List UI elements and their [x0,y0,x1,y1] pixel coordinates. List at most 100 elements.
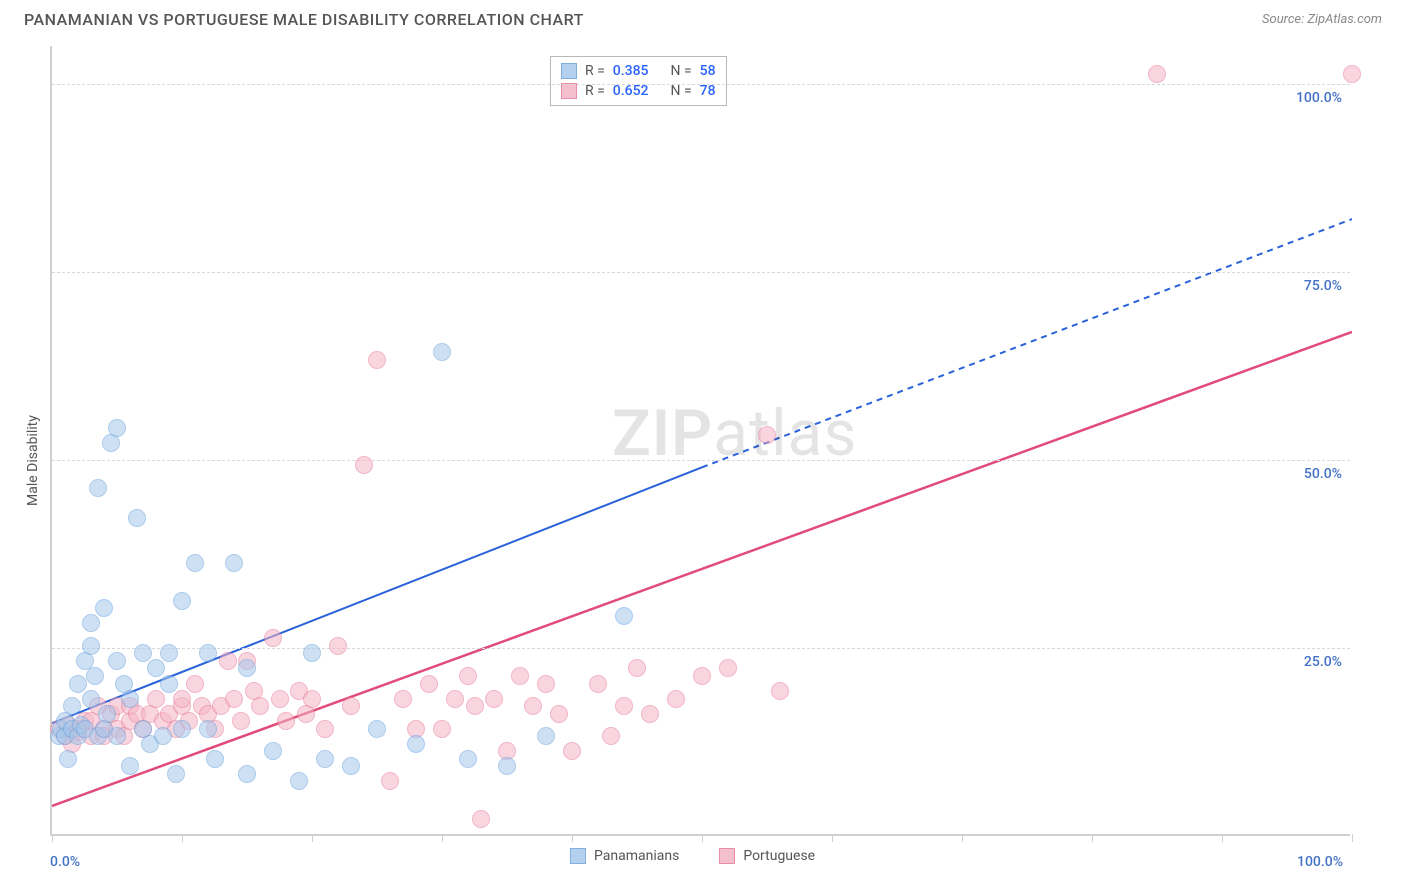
data-point-panamanians [98,705,116,723]
legend-label-portuguese: Portuguese [743,848,815,864]
data-point-panamanians [128,509,146,527]
n-value-panamanians: 58 [700,63,716,79]
data-point-panamanians [368,720,386,738]
data-point-panamanians [167,765,185,783]
data-point-portuguese [466,697,484,715]
data-point-portuguese [446,690,464,708]
data-point-portuguese [271,690,289,708]
data-point-portuguese [186,675,204,693]
data-point-portuguese [368,351,386,369]
data-point-panamanians [108,652,126,670]
data-point-portuguese [771,682,789,700]
data-point-portuguese [264,629,282,647]
r-label: R = [585,83,605,99]
x-tick [572,834,573,842]
data-point-panamanians [121,690,139,708]
x-tick [702,834,703,842]
legend-label-panamanians: Panamanians [594,848,679,864]
data-point-panamanians [173,720,191,738]
swatch-icon [561,63,577,79]
data-point-portuguese [303,690,321,708]
y-tick-label: 50.0% [1304,466,1342,482]
data-point-portuguese [550,705,568,723]
n-label: N = [671,63,692,79]
data-point-portuguese [472,810,490,828]
data-point-portuguese [615,697,633,715]
n-label: N = [671,83,692,99]
data-point-panamanians [63,697,81,715]
x-tick [312,834,313,842]
y-tick-label: 100.0% [1296,90,1342,106]
data-point-portuguese [563,742,581,760]
data-point-portuguese [1148,65,1166,83]
x-tick [832,834,833,842]
data-point-portuguese [225,690,243,708]
x-tick-label: 100.0% [1297,854,1343,870]
chart-title: PANAMANIAN VS PORTUGUESE MALE DISABILITY… [24,10,584,29]
data-point-panamanians [160,644,178,662]
r-label: R = [585,63,605,79]
data-point-portuguese [628,659,646,677]
swatch-icon [719,848,735,864]
data-point-panamanians [82,614,100,632]
data-point-panamanians [121,757,139,775]
x-tick [1222,834,1223,842]
data-point-portuguese [537,675,555,693]
x-tick [962,834,963,842]
data-point-portuguese [342,697,360,715]
data-point-panamanians [160,675,178,693]
y-tick-label: 75.0% [1304,278,1342,294]
legend-row-panamanians: R = 0.385 N = 58 [561,61,716,81]
data-point-portuguese [355,456,373,474]
header: PANAMANIAN VS PORTUGUESE MALE DISABILITY… [0,0,1406,33]
data-point-panamanians [342,757,360,775]
data-point-portuguese [758,426,776,444]
x-tick [52,834,53,842]
gridline [52,272,1350,273]
legend-item-panamanians: Panamanians [570,848,679,864]
data-point-portuguese [667,690,685,708]
x-tick-label: 0.0% [50,854,80,870]
data-point-portuguese [719,659,737,677]
data-point-panamanians [303,644,321,662]
x-tick [442,834,443,842]
legend-item-portuguese: Portuguese [719,848,815,864]
gridline [52,648,1350,649]
data-point-panamanians [173,592,191,610]
series-legend: Panamanians Portuguese [570,848,815,864]
correlation-legend: R = 0.385 N = 58 R = 0.652 N = 78 [550,56,727,106]
r-value-portuguese: 0.652 [613,83,649,99]
x-tick [1092,834,1093,842]
data-point-panamanians [238,765,256,783]
y-tick-label: 25.0% [1304,654,1342,670]
data-point-panamanians [225,554,243,572]
data-point-portuguese [459,667,477,685]
x-tick [1352,834,1353,842]
data-point-portuguese [641,705,659,723]
data-point-panamanians [154,727,172,745]
data-point-panamanians [89,479,107,497]
data-point-portuguese [1343,65,1361,83]
data-point-panamanians [498,757,516,775]
data-point-portuguese [173,690,191,708]
data-point-panamanians [134,644,152,662]
data-point-panamanians [82,637,100,655]
swatch-icon [570,848,586,864]
data-point-panamanians [69,675,87,693]
data-point-panamanians [615,607,633,625]
data-point-portuguese [511,667,529,685]
data-point-portuguese [329,637,347,655]
data-point-portuguese [433,720,451,738]
data-point-panamanians [264,742,282,760]
source-attribution: Source: ZipAtlas.com [1262,12,1382,27]
data-point-panamanians [59,750,77,768]
data-point-panamanians [108,419,126,437]
data-point-portuguese [147,690,165,708]
data-point-portuguese [693,667,711,685]
data-point-portuguese [524,697,542,715]
plot-area: ZIPatlas R = 0.385 N = 58 R = 0.652 N = … [50,46,1350,836]
data-point-panamanians [290,772,308,790]
data-point-panamanians [199,644,217,662]
data-point-panamanians [537,727,555,745]
data-point-panamanians [86,667,104,685]
